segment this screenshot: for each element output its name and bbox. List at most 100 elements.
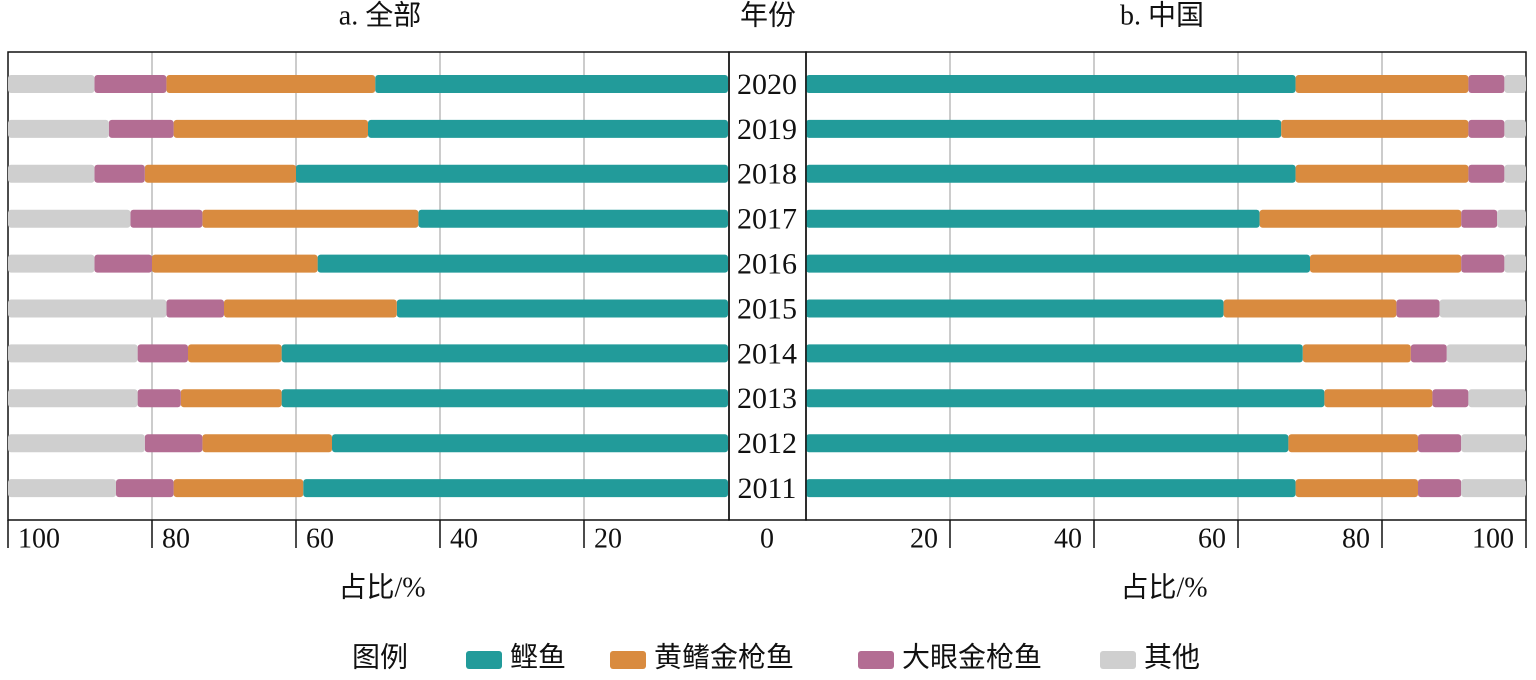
bar-segment (8, 389, 138, 408)
bar-segment (1295, 479, 1418, 498)
bar-segment (1461, 254, 1505, 273)
bar-segment (1461, 209, 1498, 228)
x-tick-label: 0 (760, 523, 774, 554)
bar-segment (1418, 434, 1462, 453)
bar-segment (8, 344, 138, 363)
bar-segment (144, 434, 203, 453)
x-tick-label: 80 (162, 523, 190, 554)
x-tick-label: 20 (910, 523, 938, 554)
bar-segment (1259, 209, 1462, 228)
bar-segment (806, 164, 1296, 183)
year-label: 2013 (737, 382, 797, 415)
bar-segment (1504, 75, 1526, 93)
bar-segment (144, 164, 296, 183)
bar-segment (8, 479, 116, 498)
bar-segment (1461, 479, 1526, 498)
legend-label: 鲣鱼 (510, 641, 566, 673)
bar-segment (332, 434, 728, 453)
bar-segment (375, 75, 728, 93)
x-tick-label: 60 (306, 523, 334, 554)
bar-segment (224, 299, 397, 318)
bar-segment (1418, 479, 1462, 498)
bar-segment (152, 254, 318, 273)
bar-segment (1504, 164, 1526, 183)
year-label: 2012 (737, 427, 797, 460)
bar-segment (1468, 75, 1505, 93)
bar-segment (281, 389, 728, 408)
bar-segment (8, 209, 131, 228)
panel-title: a. 全部 (339, 0, 421, 31)
year-label: 2018 (737, 158, 797, 191)
bar-segment (806, 344, 1303, 363)
bar-segment (1310, 254, 1462, 273)
legend-swatch (466, 651, 502, 669)
x-axis-label: 占比/% (338, 571, 425, 603)
x-axis-label: 占比/% (1120, 571, 1207, 603)
legend-swatch (858, 651, 894, 669)
bar-segment (1439, 299, 1526, 318)
bar-segment (806, 254, 1310, 273)
bar-segment (173, 479, 304, 498)
x-tick-label: 100 (18, 523, 60, 554)
bar-segment (1432, 389, 1469, 408)
year-label: 2011 (738, 472, 797, 505)
year-label: 2014 (737, 337, 797, 370)
panel-title: b. 中国 (1120, 0, 1204, 31)
bar-segment (94, 254, 152, 273)
bar-segment (130, 209, 203, 228)
bar-segment (8, 119, 109, 138)
bar-segment (180, 389, 282, 408)
bar-segment (806, 479, 1296, 498)
x-tick-label: 60 (1198, 523, 1226, 554)
bar-segment (137, 344, 188, 363)
bar-segment (8, 299, 167, 318)
bar-segment (173, 119, 368, 138)
bar-segment (317, 254, 728, 273)
bar-segment (202, 434, 332, 453)
year-label: 2019 (737, 113, 797, 146)
bar-segment (418, 209, 728, 228)
bar-segment (303, 479, 728, 498)
bar-segment (1396, 299, 1440, 318)
bar-segment (1468, 119, 1505, 138)
x-tick-label: 100 (1472, 523, 1514, 554)
bar-segment (1446, 344, 1526, 363)
bar-segment (396, 299, 728, 318)
bar-segment (1497, 209, 1526, 228)
bar-segment (1295, 75, 1469, 93)
x-tick-label: 40 (450, 523, 478, 554)
year-label: 2015 (737, 292, 797, 325)
bar-segment (166, 75, 376, 93)
bar-segment (806, 389, 1325, 408)
year-label: 2016 (737, 247, 797, 280)
bar-segment (1461, 434, 1526, 453)
bar-segment (806, 434, 1289, 453)
bar-segment (8, 254, 95, 273)
year-label: 2017 (737, 203, 797, 236)
bar-segment (202, 209, 419, 228)
legend-title: 图例 (352, 641, 408, 673)
bar-segment (94, 75, 167, 93)
bar-segment (1504, 119, 1526, 138)
bar-segment (188, 344, 282, 363)
bar-segment (8, 434, 145, 453)
bar-segment (1468, 389, 1526, 408)
x-tick-label: 80 (1342, 523, 1370, 554)
bar-segment (166, 299, 224, 318)
bar-segment (806, 119, 1282, 138)
bar-segment (1281, 119, 1469, 138)
bar-segment (806, 75, 1296, 93)
bar-segment (116, 479, 174, 498)
x-tick-label: 20 (594, 523, 622, 554)
bar-segment (1324, 389, 1433, 408)
bar-segment (281, 344, 728, 363)
bar-segment (94, 164, 145, 183)
legend-label: 其他 (1144, 641, 1200, 673)
bar-segment (8, 164, 95, 183)
bar-segment (1288, 434, 1418, 453)
x-tick-label: 40 (1054, 523, 1082, 554)
bar-segment (1223, 299, 1397, 318)
legend-swatch (610, 651, 646, 669)
bar-segment (368, 119, 728, 138)
